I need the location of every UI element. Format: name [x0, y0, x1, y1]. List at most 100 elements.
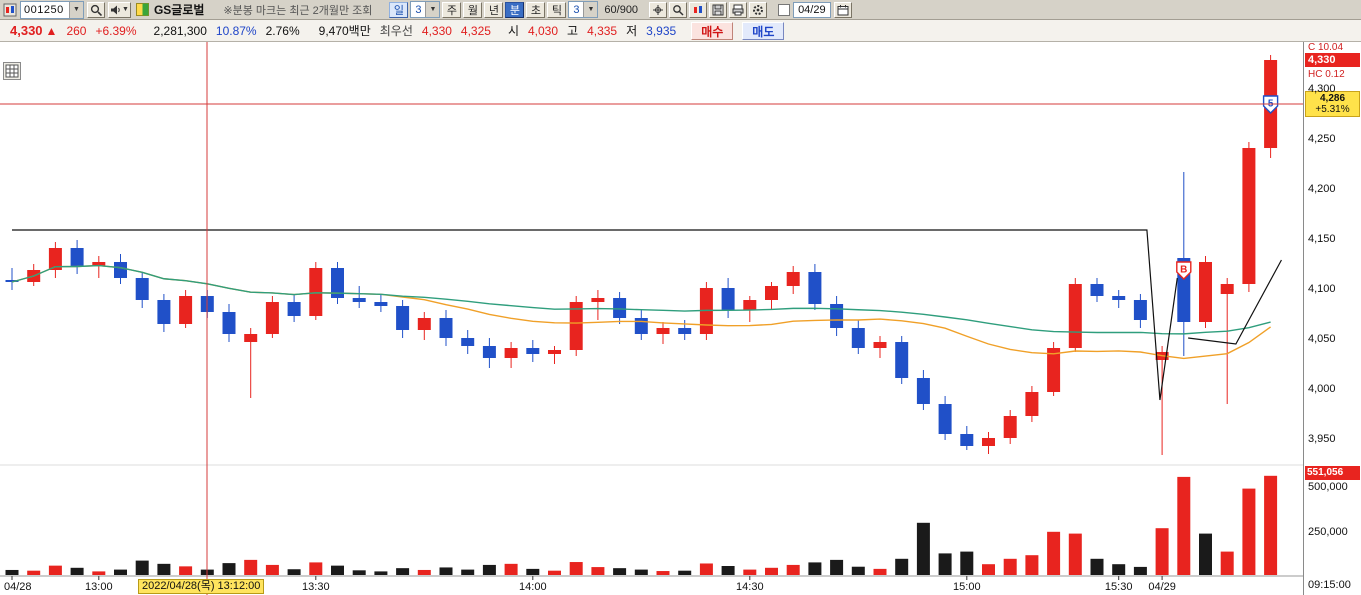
candle-body	[504, 348, 518, 358]
price-change-rate: +6.39%	[95, 23, 137, 38]
trendline[interactable]	[1188, 259, 1282, 345]
volume-bar	[656, 571, 670, 575]
chevron-down-icon: ▼	[122, 6, 129, 13]
date-checkbox[interactable]	[778, 3, 791, 16]
candle-body	[417, 318, 431, 330]
volume-bar	[1242, 488, 1256, 575]
stock-code-combo[interactable]: 001250 ▼	[20, 0, 84, 19]
chart-style-icon[interactable]	[689, 1, 708, 18]
time-axis-label: 04/28	[4, 581, 32, 593]
volume-bar	[135, 560, 149, 575]
volume-bar	[309, 562, 323, 575]
volume-bar	[960, 551, 974, 575]
trade-value: 9,470백만	[318, 24, 371, 38]
candle-body	[569, 302, 583, 350]
chart-region: B 5 04/28 13:00 13:30 14:00 14:30 15:00 15:30 04/…	[0, 42, 1361, 595]
volume-bar	[482, 564, 496, 575]
trendline[interactable]	[12, 229, 1178, 401]
speaker-icon	[111, 5, 120, 14]
volume-current-label: 551,056	[1305, 465, 1360, 480]
volume-bar	[439, 567, 453, 575]
buy-button[interactable]: 매수	[691, 21, 734, 40]
time-axis-label: 15:30	[1105, 581, 1133, 593]
day-count-combo[interactable]: 3 ▼	[410, 1, 441, 18]
calendar-button[interactable]	[833, 1, 852, 18]
quote-bar: 4,330 ▲ 260 +6.39% 2,281,300 10.87% 2.76…	[0, 20, 1361, 42]
candle-body	[179, 296, 193, 324]
period-minute-button[interactable]: 분	[505, 1, 525, 18]
low-price: 3,935	[646, 23, 677, 38]
candle-body	[548, 350, 561, 354]
volume-bar	[1090, 558, 1104, 575]
volume-bar	[830, 559, 844, 575]
period-tick-button[interactable]: 틱	[547, 1, 567, 18]
period-button-group: 일 3 ▼ 주 월 년 분 초 틱 3 ▼ 60/900	[389, 1, 642, 18]
crosshair-date-tooltip: 2022/04/28(목) 13:12:00	[138, 579, 265, 594]
volume-bar	[92, 571, 106, 575]
volume-bar	[851, 566, 865, 575]
period-day-button[interactable]: 일	[389, 1, 409, 18]
price-axis-label: 4,150	[1308, 233, 1336, 245]
window-icon	[3, 3, 17, 17]
save-icon[interactable]	[709, 1, 728, 18]
volume-bar	[1047, 531, 1061, 575]
crosshair-icon[interactable]	[649, 1, 668, 18]
volume-bar	[1133, 566, 1147, 575]
time-axis-label: 13:00	[85, 581, 113, 593]
chevron-down-icon[interactable]: ▼	[425, 2, 440, 17]
candle-body	[1003, 416, 1017, 438]
candle-body	[157, 300, 171, 324]
candle-body	[634, 318, 648, 334]
price-axis-label: 4,000	[1308, 383, 1336, 395]
best-bid: 4,325	[460, 23, 491, 38]
candle-body	[982, 438, 995, 446]
volume-bar	[873, 568, 887, 575]
candle-body	[1090, 284, 1104, 296]
volume-bar	[1177, 476, 1191, 575]
print-icon[interactable]	[729, 1, 748, 18]
sound-button[interactable]: ▼	[108, 1, 131, 18]
up-arrow-icon: ▲	[45, 23, 58, 38]
price-axis: C 10.04 4,330 HC 0.12 4,286 +5.31% 4,300 4,250…	[1303, 42, 1361, 595]
volume-bar	[786, 564, 800, 575]
current-price-label: 4,330	[1305, 53, 1360, 67]
current-price: 4,330	[10, 23, 43, 38]
volume-ratio: 2.76%	[265, 23, 300, 38]
time-axis-label: 04/29	[1148, 581, 1176, 593]
price-change: 260	[66, 23, 87, 38]
candle-body	[960, 434, 974, 446]
volume-bar	[765, 567, 778, 575]
price-axis-label: 3,950	[1308, 433, 1336, 445]
candle-body	[656, 328, 670, 334]
candle-body	[265, 302, 279, 334]
settings-icon[interactable]	[749, 1, 768, 18]
stock-name-label: GS글로벌	[153, 3, 205, 17]
candle-body	[70, 248, 84, 266]
period-second-button[interactable]: 초	[526, 1, 546, 18]
period-year-button[interactable]: 년	[484, 1, 504, 18]
volume-axis-label: 500,000	[1308, 481, 1348, 493]
open-price: 4,030	[528, 23, 559, 38]
volume-bar	[699, 563, 713, 575]
chart-tools-button[interactable]	[3, 62, 21, 80]
period-month-button[interactable]: 월	[463, 1, 483, 18]
stock-search-button[interactable]	[87, 1, 105, 18]
sell-button[interactable]: 매도	[742, 21, 785, 40]
price-axis-label: 4,100	[1308, 283, 1336, 295]
chart-plot-area[interactable]: B 5 04/28 13:00 13:30 14:00 14:30 15:00 15:30 04/…	[0, 42, 1303, 595]
volume-axis-label: 250,000	[1308, 526, 1348, 538]
candle-body	[374, 302, 388, 306]
period-week-button[interactable]: 주	[442, 1, 462, 18]
price-axis-label: 4,200	[1308, 183, 1336, 195]
chevron-down-icon[interactable]: ▼	[583, 2, 598, 17]
zoom-icon[interactable]	[669, 1, 688, 18]
chevron-down-icon[interactable]: ▼	[69, 1, 83, 18]
turnover-rate: 10.87%	[215, 23, 257, 38]
minute-interval-combo[interactable]: 3 ▼	[568, 1, 599, 18]
candle-body	[1112, 296, 1126, 300]
candle-body	[439, 318, 453, 338]
volume-bar	[1220, 551, 1234, 575]
volume-value: 2,281,300	[153, 23, 207, 38]
